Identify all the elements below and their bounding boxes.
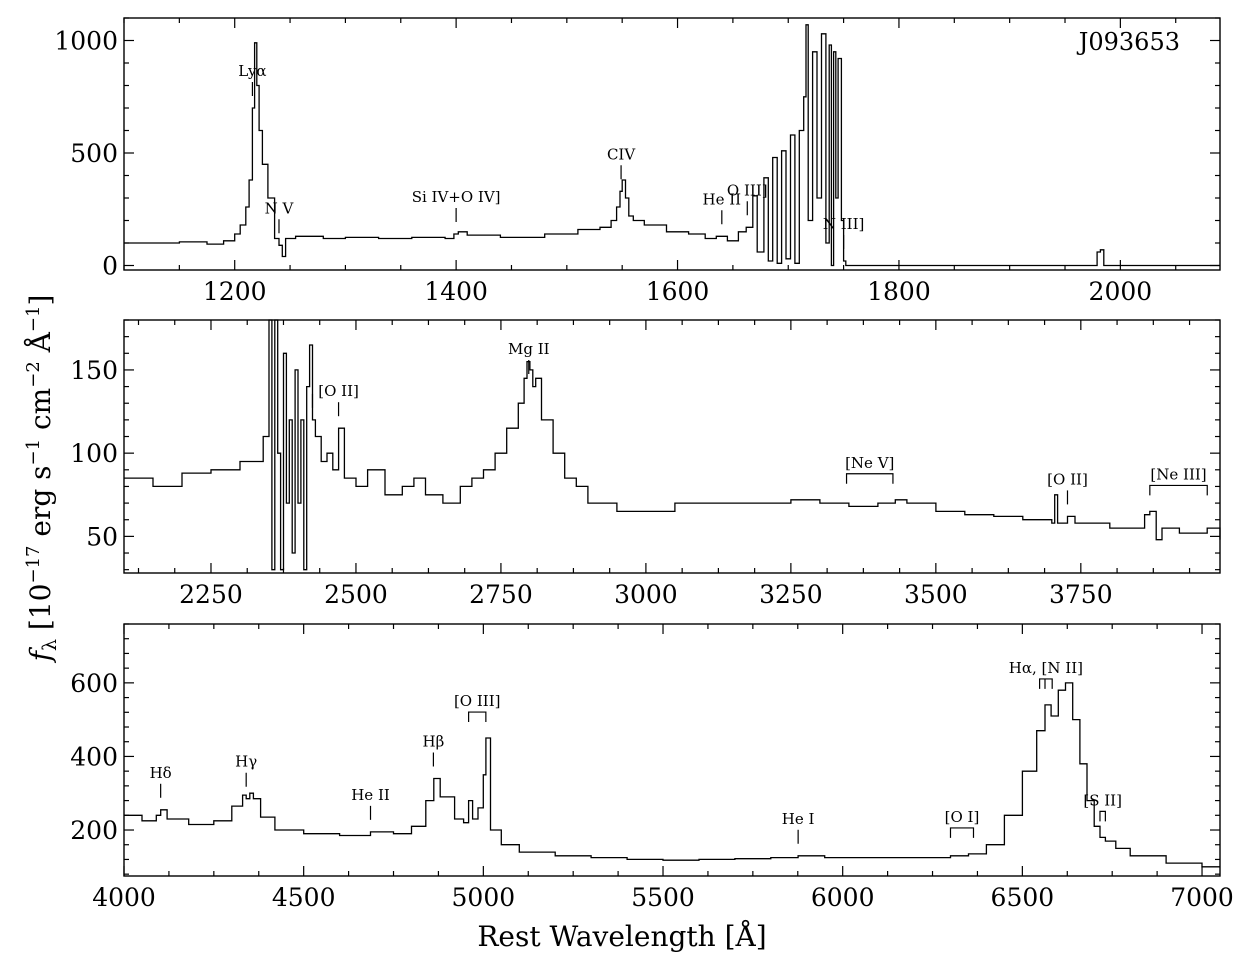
panel-middle: 2250 2500 2750 3000 3250 3500 3750 50 100 150 [O …: [70, 319, 1221, 609]
middle-x-tick-label: 2500: [324, 580, 388, 609]
top-y-tick-label: 1000: [54, 27, 118, 56]
panel-bottom-line-markers: Hδ Hγ He II Hβ [O III] He I [O I] Hα, [N II] [S …: [150, 659, 1122, 844]
bottom-line-label: [O I]: [945, 808, 980, 826]
bottom-line-bracket: [1099, 810, 1106, 822]
bottom-line-label: He II: [351, 786, 390, 804]
bottom-line-label: Hγ: [235, 753, 257, 771]
middle-x-tick-label: 2250: [179, 580, 243, 609]
panel-top: 1200 1400 1600 1800 2000 0 500 1000 Lyα N V Si IV…: [54, 17, 1221, 307]
panel-top-spectrum-line: [124, 24, 1220, 267]
bottom-x-tick-label: 5500: [631, 883, 695, 912]
panel-bottom-spectrum-line: [124, 682, 1220, 868]
bottom-y-tick-label: 600: [70, 669, 118, 698]
top-x-tick-label: 1400: [424, 277, 488, 306]
bottom-line-label: Hβ: [423, 733, 445, 751]
middle-x-tick-label: 3250: [759, 580, 823, 609]
x-axis-label: Rest Wavelength [Å]: [477, 920, 766, 953]
bottom-x-tick-label: 4500: [272, 883, 336, 912]
bottom-x-tick-label: 7000: [1170, 883, 1234, 912]
panel-bottom: 4000 4500 5000 5500 6000 6500 7000 200 400 600 Hδ…: [70, 623, 1234, 912]
panel-middle-frame: [123, 319, 1221, 574]
top-x-tick-label: 2000: [1089, 277, 1153, 306]
middle-line-label: [O II]: [1047, 470, 1088, 488]
middle-line-label: [O II]: [318, 382, 359, 400]
top-line-label: CIV: [607, 145, 636, 163]
panel-top-frame: [123, 17, 1221, 271]
middle-x-tick-label: 2750: [469, 580, 533, 609]
panel-top-ticks: [123, 17, 1220, 270]
middle-line-bracket: [845, 473, 894, 484]
panel-middle-ticks: [124, 319, 1220, 573]
bottom-line-bracket: [949, 827, 975, 838]
top-line-label: He II: [703, 190, 742, 208]
bottom-line-bracket: [1039, 678, 1053, 689]
middle-line-label: Mg II: [508, 340, 550, 358]
bottom-x-tick-label: 6500: [991, 883, 1055, 912]
object-name-label: J093653: [1076, 28, 1180, 56]
panel-bottom-frame: [123, 623, 1221, 877]
middle-line-label: [Ne V]: [845, 454, 894, 472]
panel-bottom-tick-labels: 4000 4500 5000 5500 6000 6500 7000 200 400 600: [70, 669, 1234, 912]
panel-middle-spectrum-line: [124, 319, 1221, 571]
panel-bottom-ticks: [123, 623, 1220, 876]
bottom-x-tick-label: 5000: [452, 883, 516, 912]
bottom-x-tick-label: 4000: [92, 883, 156, 912]
bottom-line-label: Hδ: [150, 764, 172, 782]
top-line-label: Si IV+O IV]: [412, 188, 501, 206]
middle-y-tick-label: 50: [86, 522, 118, 551]
bottom-line-label: [O III]: [454, 692, 501, 710]
bottom-line-label: He I: [782, 810, 815, 828]
top-line-label: Lyα: [238, 62, 266, 80]
top-y-tick-label: 0: [102, 252, 118, 281]
bottom-line-label: Hα, [N II]: [1009, 659, 1083, 677]
top-x-tick-label: 1600: [646, 277, 710, 306]
middle-y-tick-label: 150: [70, 356, 118, 385]
bottom-y-tick-label: 400: [70, 742, 118, 771]
top-line-label: N V: [265, 199, 295, 217]
middle-x-tick-label: 3500: [904, 580, 968, 609]
panel-top-tick-labels: 1200 1400 1600 1800 2000 0 500 1000: [54, 27, 1152, 307]
bottom-y-tick-label: 200: [70, 816, 118, 845]
bottom-line-bracket: [468, 711, 487, 723]
middle-y-tick-label: 100: [70, 439, 118, 468]
panel-middle-tick-labels: 2250 2500 2750 3000 3250 3500 3750 50 100 150: [70, 356, 1112, 609]
top-y-tick-label: 500: [70, 139, 118, 168]
bottom-x-tick-label: 6000: [811, 883, 875, 912]
middle-line-bracket: [1149, 484, 1208, 496]
bottom-line-label: [S II]: [1083, 791, 1122, 809]
middle-line-label: [Ne III]: [1150, 465, 1206, 483]
top-x-tick-label: 1200: [203, 277, 267, 306]
middle-x-tick-label: 3750: [1049, 580, 1113, 609]
y-axis-label: fλ [10−17 erg s−1 cm−2 Å−1]: [23, 295, 61, 664]
top-x-tick-label: 1800: [867, 277, 931, 306]
middle-x-tick-label: 3000: [614, 580, 678, 609]
panel-middle-line-markers: [O II] Mg II [Ne V] [O II] [Ne III]: [311, 340, 1208, 505]
top-line-label: O III]: [727, 181, 768, 199]
